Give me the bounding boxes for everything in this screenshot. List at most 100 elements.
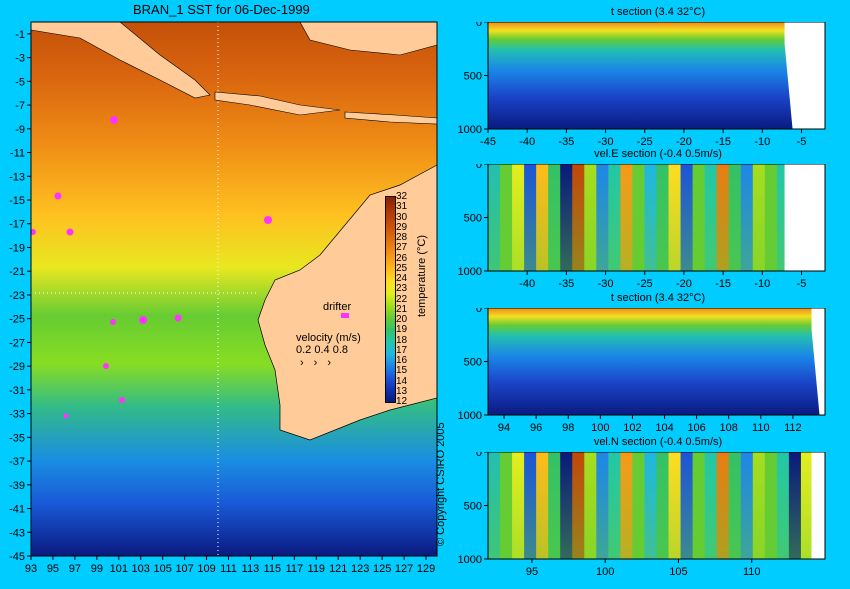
lat-tick-label: -43 (9, 527, 25, 539)
lat-tick-label: -1 (15, 29, 25, 41)
section-x-tick-label: 104 (655, 422, 673, 434)
lon-tick-label: 105 (153, 563, 171, 575)
lon-tick-label: 109 (197, 563, 215, 575)
section-x-tick-label: 95 (526, 566, 538, 578)
lon-tick-label: 97 (69, 563, 81, 575)
lon-tick-label: 93 (25, 563, 37, 575)
lon-tick-label: 107 (175, 563, 193, 575)
land-sumatra (30, 21, 211, 99)
drifter-marker (54, 192, 62, 200)
colorbar-tick-label: 20 (396, 314, 408, 325)
velocity-legend-arrows: ››› (300, 357, 341, 369)
section-panel: -40 -35 -30 -25 -20 -15 -10 -5 0 500 1000 (458, 164, 826, 290)
section-x-tick-label: -25 (637, 136, 653, 148)
drifter-marker (103, 363, 109, 369)
lon-tick-label: 111 (220, 563, 237, 575)
section-title: vel.E section (-0.4 0.5m/s) (594, 148, 722, 160)
lat-tick-label: -19 (9, 242, 25, 254)
lat-tick-label: -13 (9, 171, 25, 183)
colorbar-tick-label: 12 (396, 396, 408, 407)
section-y-tick-label: 500 (464, 71, 482, 83)
colorbar-tick-label: 15 (396, 365, 408, 377)
lat-tick-label: -29 (9, 361, 25, 373)
colorbar-tick-label: 18 (396, 334, 408, 346)
section-x-tick-label: 106 (687, 422, 705, 434)
section-x-tick-label: 96 (530, 422, 542, 434)
lat-tick-label: -11 (10, 148, 25, 160)
section-shading (488, 452, 825, 559)
velocity-legend-values: 0.2 0.4 0.8 (296, 344, 348, 356)
colorbar-tick-label: 16 (396, 355, 408, 366)
colorbar-tick-label: 13 (396, 385, 408, 397)
lon-tick-label: 127 (395, 563, 413, 575)
section-title: t section (3.4 32°C) (610, 292, 706, 304)
sst-map: 93 95 97 99 101 103 105 107 109 111 113 115 117 119 12… (9, 21, 438, 575)
section-panel: -45 -40 -35 -30 -25 -20 -15 -10 -5 0 500 1000 (458, 22, 826, 148)
section-x-tick-label: 102 (623, 422, 641, 434)
map-frame (30, 21, 438, 557)
section-y-tick-label: 0 (476, 22, 482, 29)
section-x-tick-label: 112 (784, 422, 802, 434)
section-x-tick-label: 110 (743, 566, 761, 578)
section-y-tick-label: 0 (476, 452, 482, 459)
lat-tick-label: -17 (9, 219, 25, 231)
velocity-legend-title: velocity (m/s) (296, 332, 361, 344)
lat-tick-label: -5 (15, 76, 25, 88)
section-x-tick-label: -20 (676, 136, 692, 148)
section-x-tick-label: 100 (596, 566, 614, 578)
drifter-marker (63, 413, 69, 419)
lat-tick-label: -41 (9, 504, 25, 516)
section-x-tick-label: 105 (669, 566, 687, 578)
colorbar-tick-label: 17 (396, 344, 408, 356)
section-bathymetry (784, 164, 825, 271)
section-x-tick-label: -40 (519, 136, 535, 148)
colorbar-tick-label: 31 (396, 201, 408, 213)
colorbar-label: temperature (°C) (416, 234, 428, 318)
lon-tick-label: 101 (110, 563, 128, 575)
lat-tick-label: -3 (15, 53, 25, 65)
section-x-tick-label: -10 (754, 136, 770, 148)
drifter-marker (119, 397, 125, 403)
section-x-tick-label: -15 (715, 278, 731, 290)
lon-tick-label: 103 (132, 563, 150, 575)
lon-tick-label: 99 (91, 563, 103, 575)
section-y-tick-label: 0 (476, 308, 482, 315)
lon-tick-label: 95 (47, 563, 59, 575)
lat-tick-label: -35 (9, 432, 25, 444)
drifter-marker (264, 216, 272, 224)
map-axis-ticks: 93 95 97 99 101 103 105 107 109 111 113 115 117 119 12… (9, 29, 435, 575)
land-java (214, 91, 341, 116)
drifter-marker (139, 316, 147, 324)
colorbar-tick-label: 23 (396, 283, 408, 295)
lon-tick-label: 129 (417, 563, 435, 575)
drifter-legend-label: drifter (323, 301, 352, 313)
colorbar-tick-label: 28 (396, 232, 408, 243)
colorbar-tick-label: 14 (396, 375, 408, 387)
lat-tick-label: -31 (9, 385, 25, 397)
lat-tick-label: -25 (9, 314, 25, 326)
lat-tick-label: -21 (9, 266, 25, 278)
lat-tick-label: -33 (9, 409, 25, 421)
section-bathymetry (811, 452, 825, 559)
section-y-tick-label: 1000 (458, 554, 482, 566)
lon-tick-label: 125 (373, 563, 391, 575)
section-y-tick-label: 0 (476, 164, 482, 171)
copyright-text: © Copyright CSIRO 2005 (435, 422, 447, 546)
map-title: BRAN_1 SST for 06-Dec-1999 (133, 2, 310, 17)
colorbar-ticks: 32 31 30 29 28 27 26 25 24 23 22 21 20 19 18 17 16 15 14 13… (396, 190, 416, 407)
lat-tick-label: -9 (15, 124, 25, 136)
section-y-tick-label: 1000 (458, 266, 482, 278)
drifter-marker (110, 319, 116, 325)
section-y-tick-label: 500 (464, 501, 482, 513)
section-x-tick-label: -40 (519, 278, 535, 290)
section-y-tick-label: 500 (464, 213, 482, 225)
lat-tick-label: -23 (9, 290, 25, 302)
section-x-tick-label: 110 (752, 422, 770, 434)
section-panel: 95 100 105 110 0 500 1000 (458, 452, 826, 578)
lat-tick-label: -45 (9, 551, 25, 563)
colorbar-tick-label: 25 (396, 262, 408, 274)
section-bathymetry (784, 22, 825, 129)
drifter-marker (66, 228, 74, 236)
section-x-tick-label: 108 (720, 422, 738, 434)
section-field (488, 308, 825, 415)
